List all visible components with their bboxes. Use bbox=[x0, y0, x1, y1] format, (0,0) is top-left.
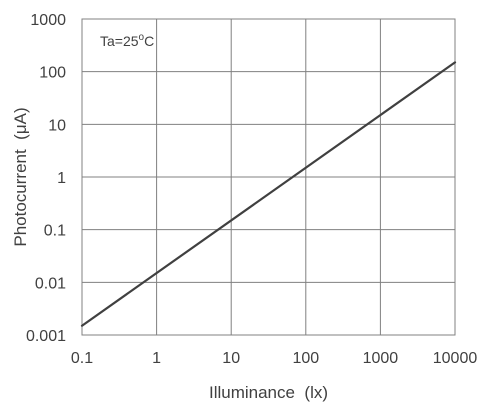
y-tick-label: 0.001 bbox=[26, 328, 66, 345]
x-tick-label: 0.1 bbox=[71, 350, 93, 367]
series-line bbox=[80, 61, 457, 327]
y-tick-label: 0.01 bbox=[35, 275, 66, 292]
x-tick-labels: 0.1 1 10 100 1000 10000 bbox=[71, 350, 477, 367]
annotation-superscript: o bbox=[139, 32, 145, 43]
x-axis-title: Illuminance (lx) bbox=[209, 383, 328, 402]
series-layer bbox=[80, 61, 457, 327]
x-tick-label: 1 bbox=[152, 350, 161, 367]
plot-frame bbox=[81, 18, 456, 336]
y-tick-label: 100 bbox=[39, 65, 66, 82]
temperature-annotation: Ta=25oC bbox=[100, 32, 154, 49]
grid-lines bbox=[81, 18, 456, 336]
y-tick-labels: 0.001 0.01 0.1 1 10 100 1000 bbox=[26, 12, 66, 345]
y-axis-title: Photocurrent (μA) bbox=[11, 107, 30, 246]
y-tick-label: 1000 bbox=[30, 12, 66, 29]
x-tick-label: 10000 bbox=[433, 350, 478, 367]
annotation-base: Ta=25 bbox=[100, 33, 139, 49]
x-tick-label: 100 bbox=[292, 350, 319, 367]
annotation-tail: C bbox=[144, 33, 154, 49]
y-tick-label: 0.1 bbox=[44, 223, 66, 240]
x-tick-label: 1000 bbox=[363, 350, 399, 367]
y-tick-label: 1 bbox=[57, 170, 66, 187]
y-tick-label: 10 bbox=[48, 117, 66, 134]
x-tick-label: 10 bbox=[222, 350, 240, 367]
